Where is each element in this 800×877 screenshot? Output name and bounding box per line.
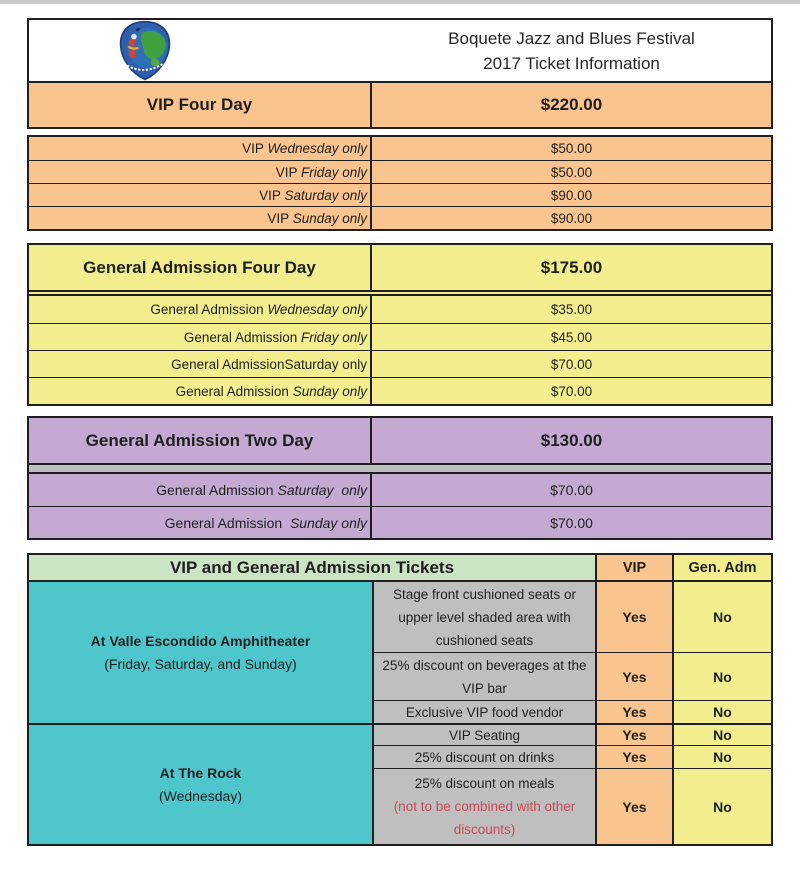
comparison-title: VIP and General Admission Tickets xyxy=(29,555,595,582)
feature-desc: 25% discount on beverages at the VIP bar xyxy=(372,652,595,700)
ticket-table: Boquete Jazz and Blues Festival 2017 Tic… xyxy=(27,18,773,846)
vip-answer: Yes xyxy=(595,652,672,700)
ticket-label: General Admission Saturday only xyxy=(29,474,372,506)
feature-desc-warning: (not to be combined with other discounts… xyxy=(393,799,576,837)
gen-adm-answer: No xyxy=(672,652,771,700)
venue-the-rock: At The Rock (Wednesday) xyxy=(29,723,372,844)
ticket-row-ga-sunday: General Admission Sunday only $70.00 xyxy=(29,377,771,404)
ticket-price: $70.00 xyxy=(550,482,593,498)
gen-adm-answer: No xyxy=(672,723,771,745)
ga-two-day-row: General Admission Two Day $130.00 xyxy=(29,418,771,463)
gen-adm-answer: No xyxy=(672,768,771,844)
ga-two-day-block: General Admission Two Day $130.00 Genera… xyxy=(27,416,773,540)
vip-four-day-price: $220.00 xyxy=(540,95,603,114)
ga-four-day-label: General Admission Four Day xyxy=(29,245,372,290)
ticket-row-ga2-saturday: General Admission Saturday only $70.00 xyxy=(29,474,771,506)
ticket-price: $50.00 xyxy=(550,164,593,180)
feature-desc: 25% discount on drinks xyxy=(372,745,595,768)
ticket-price: $90.00 xyxy=(550,187,593,203)
page-title: Boquete Jazz and Blues Festival 2017 Tic… xyxy=(372,26,771,76)
feature-desc: VIP Seating xyxy=(372,723,595,745)
ga-four-day-price: $175.00 xyxy=(540,257,603,277)
venue-valle-escondido: At Valle Escondido Amphitheater (Friday,… xyxy=(29,582,372,723)
ticket-label: General AdmissionSaturday only xyxy=(29,351,372,377)
feature-desc: Stage front cushioned seats or upper lev… xyxy=(372,582,595,652)
gen-adm-answer: No xyxy=(672,582,771,652)
vip-days-block: VIP Wednesday only $50.00 VIP Friday onl… xyxy=(27,135,773,231)
ticket-label: VIP Sunday only xyxy=(29,207,372,229)
vip-answer: Yes xyxy=(595,582,672,652)
gen-adm-answer: No xyxy=(672,745,771,768)
vip-answer: Yes xyxy=(595,700,672,723)
ticket-row-vip-friday: VIP Friday only $50.00 xyxy=(29,160,771,183)
ticket-label: General Admission Friday only xyxy=(29,324,372,350)
comparison-block: VIP and General Admission Tickets VIP Ge… xyxy=(27,553,773,846)
ticket-label: VIP Saturday only xyxy=(29,184,372,206)
section-divider xyxy=(29,463,771,474)
vip-answer: Yes xyxy=(595,723,672,745)
festival-logo-icon xyxy=(119,20,171,81)
ga-four-day-row: General Admission Four Day $175.00 xyxy=(29,245,771,290)
venue-name: At Valle Escondido Amphitheater xyxy=(90,632,311,649)
section-divider xyxy=(29,290,771,296)
ticket-label: General Admission Sunday only xyxy=(29,378,372,404)
ticket-row-vip-wednesday: VIP Wednesday only $50.00 xyxy=(29,137,771,160)
ticket-price: $45.00 xyxy=(550,329,593,345)
ticket-price: $35.00 xyxy=(550,302,593,317)
column-header-gen-adm: Gen. Adm xyxy=(672,555,771,582)
page-top-edge xyxy=(0,0,800,4)
ticket-price: $70.00 xyxy=(550,514,593,531)
gen-adm-answer: No xyxy=(672,700,771,723)
venue-days: (Friday, Saturday, and Sunday) xyxy=(104,655,297,672)
ticket-row-ga2-sunday: General Admission Sunday only $70.00 xyxy=(29,506,771,538)
feature-desc: 25% discount on meals xyxy=(414,776,555,791)
ticket-label: General Admission Wednesday only xyxy=(29,296,372,323)
venue-name: At The Rock xyxy=(159,764,242,781)
vip-answer: Yes xyxy=(595,745,672,768)
ticket-label: VIP Wednesday only xyxy=(29,137,372,160)
header-block: Boquete Jazz and Blues Festival 2017 Tic… xyxy=(27,18,773,129)
ticket-price: $70.00 xyxy=(550,356,593,372)
ticket-label: VIP Friday only xyxy=(29,161,372,183)
ticket-price: $90.00 xyxy=(550,210,593,226)
vip-four-day-label: VIP Four Day xyxy=(29,83,372,127)
vip-four-day-row: VIP Four Day $220.00 xyxy=(29,81,771,127)
ga-four-day-block: General Admission Four Day $175.00 Gener… xyxy=(27,243,773,406)
vip-answer: Yes xyxy=(595,768,672,844)
feature-desc-meals: 25% discount on meals (not to be combine… xyxy=(372,768,595,844)
ticket-price: $50.00 xyxy=(550,141,593,156)
ticket-label: General Admission Sunday only xyxy=(29,507,372,538)
ga-two-day-price: $130.00 xyxy=(540,430,603,450)
logo-cell xyxy=(29,20,372,81)
page-title-line1: Boquete Jazz and Blues Festival xyxy=(448,28,695,48)
venue-days: (Wednesday) xyxy=(158,787,242,804)
ticket-row-vip-sunday: VIP Sunday only $90.00 xyxy=(29,206,771,229)
ticket-row-ga-friday: General Admission Friday only $45.00 xyxy=(29,323,771,350)
column-header-vip: VIP xyxy=(595,555,672,582)
ticket-row-ga-saturday: General AdmissionSaturday only $70.00 xyxy=(29,350,771,377)
ticket-price: $70.00 xyxy=(550,383,593,399)
ga-two-day-label: General Admission Two Day xyxy=(29,418,372,463)
title-row: Boquete Jazz and Blues Festival 2017 Tic… xyxy=(29,20,771,81)
ticket-row-vip-saturday: VIP Saturday only $90.00 xyxy=(29,183,771,206)
page-title-line2: 2017 Ticket Information xyxy=(483,53,660,73)
ticket-row-ga-wednesday: General Admission Wednesday only $35.00 xyxy=(29,296,771,323)
feature-desc: Exclusive VIP food vendor xyxy=(372,700,595,723)
